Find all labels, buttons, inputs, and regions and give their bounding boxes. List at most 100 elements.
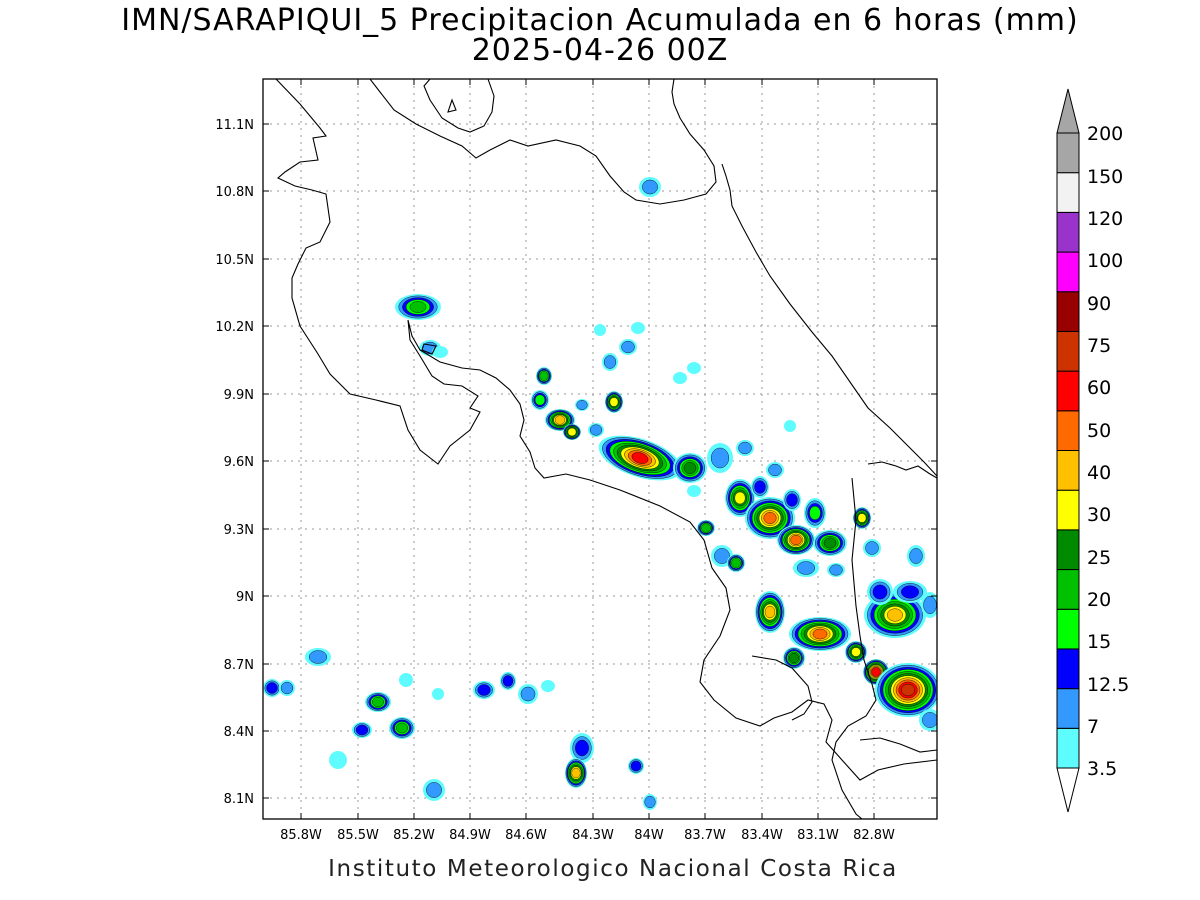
precip-contour <box>308 650 328 664</box>
precip-cell <box>789 617 851 651</box>
precip-cell <box>697 520 715 536</box>
precip-cell <box>783 489 801 511</box>
colorbar-swatch <box>1056 450 1080 491</box>
precip-contour <box>567 427 577 437</box>
precip-cell <box>784 420 796 432</box>
colorbar-swatch <box>1056 132 1080 174</box>
precip-contour <box>754 480 766 494</box>
colorbar-swatch <box>1056 251 1080 293</box>
precip-contour <box>594 324 606 336</box>
precip-cell <box>473 681 495 699</box>
precip-contour <box>701 523 711 533</box>
precip-cell <box>541 680 555 692</box>
precip-cell <box>919 709 937 731</box>
precip-cell <box>755 591 785 633</box>
precip-cell <box>736 440 754 456</box>
precip-contour <box>631 452 649 464</box>
precip-cell <box>570 733 594 763</box>
lat-label: 8.4N <box>224 725 254 740</box>
precip-cell <box>329 751 347 769</box>
precip-contour <box>432 688 444 700</box>
precip-cell <box>804 498 826 528</box>
precip-cell <box>745 497 795 539</box>
colorbar <box>1056 88 1080 813</box>
precip-contour <box>355 724 369 736</box>
precip-cell <box>305 648 331 666</box>
precip-cell <box>751 476 769 498</box>
coastlines <box>275 79 937 819</box>
colorbar-swatch <box>1056 648 1080 690</box>
precip-contour <box>644 795 656 809</box>
precip-contour <box>923 595 937 615</box>
precip-contour <box>426 782 442 798</box>
colorbar-swatch <box>1056 410 1080 451</box>
lat-label: 10.8N <box>215 185 254 200</box>
precip-contour <box>731 558 741 568</box>
precip-contour <box>631 322 645 334</box>
precip-cell <box>598 435 682 481</box>
lon-label: 82.8W <box>853 828 895 843</box>
map-title: IMN/SARAPIQUI_5 Precipitacion Acumulada … <box>121 3 1079 38</box>
colorbar-swatch <box>1056 291 1080 332</box>
precip-cell <box>588 423 604 437</box>
precip-contour <box>329 751 347 769</box>
precip-contour <box>763 512 777 524</box>
precip-contour <box>399 673 413 687</box>
colorbar-swatch <box>1056 330 1080 372</box>
colorbar-swatch <box>1056 608 1080 650</box>
precip-contour <box>266 682 278 694</box>
precip-contour <box>589 424 603 436</box>
precip-contour <box>683 462 697 474</box>
precipitation-field <box>263 177 937 810</box>
precip-contour <box>901 683 915 697</box>
precip-cell <box>673 453 707 483</box>
colorbar-label: 3.5 <box>1087 758 1117 780</box>
precip-cell <box>518 684 538 704</box>
lat-label: 9.6N <box>224 455 254 470</box>
colorbar-swatch <box>1056 211 1080 253</box>
lon-label: 85.5W <box>337 828 379 843</box>
precip-contour <box>789 653 799 663</box>
precip-cell <box>813 530 847 556</box>
precip-cell <box>536 367 552 385</box>
precip-cell <box>619 339 637 355</box>
precip-cell <box>639 177 661 197</box>
precip-contour <box>710 447 730 469</box>
precip-cell <box>631 322 645 334</box>
precip-cell <box>352 722 372 738</box>
lon-label: 83.7W <box>684 828 726 843</box>
precip-cell <box>389 717 415 739</box>
colorbar-label: 100 <box>1087 250 1123 272</box>
precip-contour <box>630 760 642 772</box>
precip-cell <box>687 485 701 497</box>
precip-cell <box>793 559 819 577</box>
precip-cell <box>395 294 441 320</box>
colorbar-label: 12.5 <box>1087 674 1129 696</box>
lat-label: 9N <box>236 590 254 605</box>
precip-contour <box>520 686 536 702</box>
map-date: 2025-04-26 00Z <box>471 33 729 68</box>
precip-contour <box>786 493 798 507</box>
precip-cell <box>673 372 687 384</box>
precip-contour <box>790 535 802 545</box>
colorbar-swatch <box>1056 529 1080 571</box>
lat-label: 11.1N <box>215 118 254 133</box>
colorbar-label: 60 <box>1087 377 1111 399</box>
precip-contour <box>541 680 555 692</box>
precip-contour <box>603 355 617 369</box>
lat-label: 8.1N <box>224 792 254 807</box>
colorbar-swatch <box>1056 688 1080 729</box>
precip-contour <box>809 505 821 521</box>
precip-cell <box>766 462 784 478</box>
precip-contour <box>539 371 549 381</box>
precip-cell <box>563 424 581 440</box>
colorbar-label: 30 <box>1087 504 1111 526</box>
precip-cell <box>565 758 587 788</box>
precip-cell <box>605 391 623 413</box>
precip-contour <box>687 362 701 374</box>
precip-contour <box>764 605 776 619</box>
precip-contour <box>477 684 491 696</box>
colorbar-label: 50 <box>1087 420 1111 442</box>
precip-contour <box>609 397 619 407</box>
